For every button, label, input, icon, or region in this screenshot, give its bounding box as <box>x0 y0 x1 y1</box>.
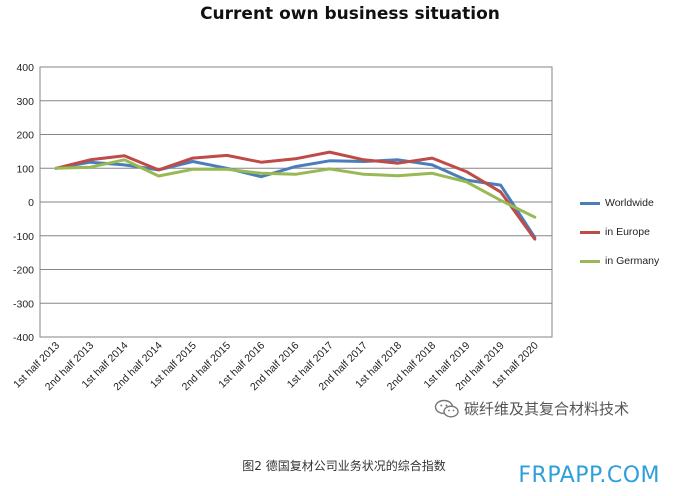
y-tick-label: 300 <box>16 96 34 108</box>
watermark-text: 碳纤维及其复合材料技术 <box>464 400 630 418</box>
series-line <box>54 158 537 219</box>
legend-swatch <box>580 201 600 205</box>
chart-legend: Worldwide in Europe in Germany <box>580 196 659 283</box>
y-tick-label: 100 <box>16 163 34 175</box>
legend-item: in Europe <box>580 225 659 239</box>
y-tick-label: -100 <box>13 231 34 243</box>
legend-swatch <box>580 230 600 234</box>
legend-swatch <box>580 259 600 263</box>
y-tick-label: -200 <box>13 265 34 277</box>
legend-item: Worldwide <box>580 196 659 210</box>
y-tick-label: -400 <box>13 332 34 344</box>
y-tick-label: 400 <box>16 62 34 74</box>
series-line <box>54 150 537 241</box>
y-tick-label: 0 <box>28 197 34 209</box>
legend-item: in Germany <box>580 254 659 268</box>
legend-label: in Europe <box>605 226 650 238</box>
y-tick-label: 200 <box>16 130 34 142</box>
figure-caption: 图2 德国复材公司业务状况的综合指数 <box>242 459 446 473</box>
legend-label: in Germany <box>605 255 660 267</box>
site-logo: FRPAPP.COM <box>518 463 660 488</box>
watermark: 碳纤维及其复合材料技术 <box>434 398 629 419</box>
legend-label: Worldwide <box>605 197 654 209</box>
wechat-icon <box>434 399 459 418</box>
y-tick-label: -300 <box>13 298 34 310</box>
chart-title: Current own business situation <box>200 4 500 24</box>
